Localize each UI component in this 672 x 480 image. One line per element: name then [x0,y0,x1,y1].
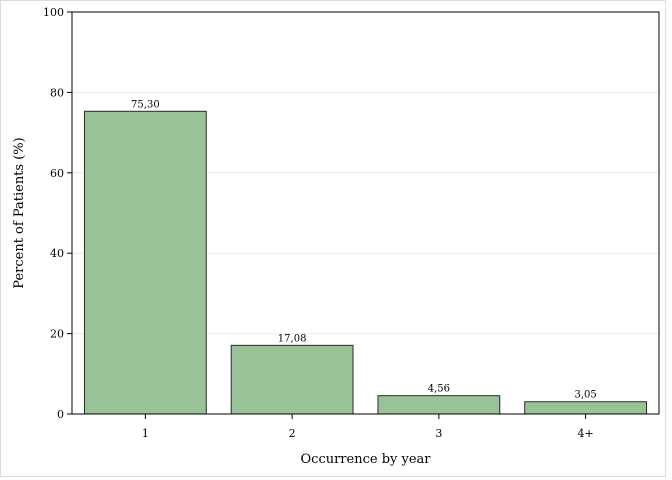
plot-area-frame [71,11,660,415]
x-axis-title: Occurrence by year [301,452,432,467]
bar-value-label: 3,05 [574,390,596,401]
x-tick-label: 3 [435,427,442,440]
bar-1 [83,110,207,415]
bar-value-label: 75,30 [131,99,160,110]
y-tick-label: 0 [57,408,64,421]
y-tick-label: 60 [50,167,64,180]
bar-value-label: 4,56 [428,384,450,395]
bar-3 [377,395,501,415]
bar-2 [230,344,354,415]
y-tick-label: 40 [50,247,64,260]
bar-value-label: 17,08 [278,333,307,344]
x-tick-label: 1 [142,427,149,440]
bar-4 [524,401,648,415]
y-tick-label: 80 [50,86,64,99]
x-tick-label: 2 [289,427,296,440]
y-tick-label: 20 [50,328,64,341]
y-axis: 0 20 40 60 80 100 [43,6,72,421]
y-axis-title: Percent of Patients (%) [12,137,27,288]
y-tick-label: 100 [43,6,64,19]
x-tick-label: 4+ [578,427,594,440]
x-axis: 1 2 3 4+ [142,414,594,440]
